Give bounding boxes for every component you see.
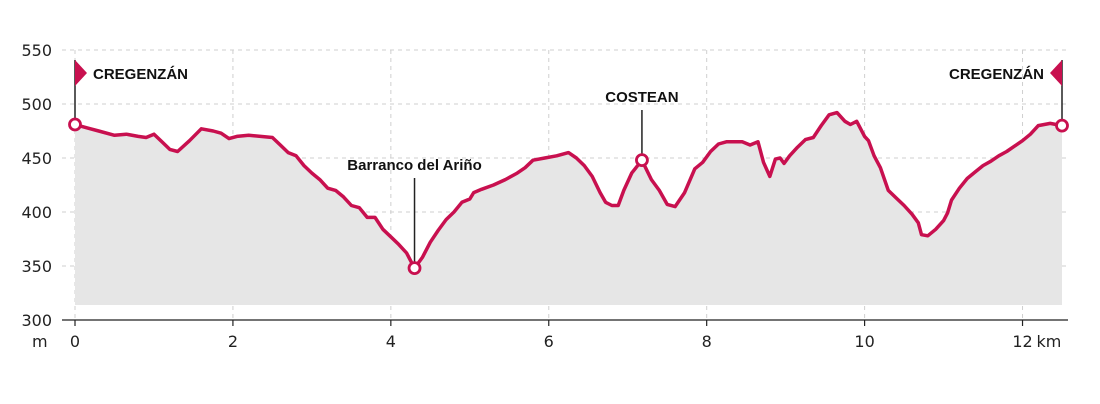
waypoint-marker <box>635 153 649 168</box>
x-tick-label: 0 <box>70 332 80 351</box>
y-tick-label: 350 <box>21 257 52 276</box>
elevation-area <box>75 112 1062 305</box>
y-unit-label: m <box>32 332 48 351</box>
waypoint-marker <box>68 117 82 132</box>
waypoint-marker <box>407 261 422 276</box>
tick-labels: 300 350 400 450 500 550 0 2 4 6 8 10 12 <box>21 41 1032 351</box>
waypoint-marker <box>1055 118 1069 133</box>
axes: m km <box>32 319 1068 351</box>
waypoint-label: CREGENZÁN <box>949 66 1044 83</box>
x-tick-label: 4 <box>386 332 396 351</box>
flag-icon <box>75 60 87 86</box>
y-tick-label: 550 <box>21 41 52 60</box>
waypoint: COSTEAN <box>605 89 679 168</box>
waypoint: CREGENZÁN <box>949 60 1069 133</box>
y-tick-label: 450 <box>21 149 52 168</box>
waypoint-label: COSTEAN <box>605 89 678 106</box>
x-tick-label: 12 <box>1012 332 1032 351</box>
waypoint: CREGENZÁN <box>68 60 188 132</box>
x-tick-label: 8 <box>702 332 712 351</box>
waypoint-label: Barranco del Ariño <box>347 157 481 174</box>
y-tick-label: 300 <box>21 311 52 330</box>
y-tick-label: 400 <box>21 203 52 222</box>
x-unit-label: km <box>1037 332 1062 351</box>
x-tick-label: 2 <box>228 332 238 351</box>
y-tick-label: 500 <box>21 95 52 114</box>
x-tick-label: 6 <box>544 332 554 351</box>
waypoints: CREGENZÁN Barranco del Ariño COSTEAN CREGEN… <box>68 60 1069 276</box>
waypoint: Barranco del Ariño <box>347 157 482 276</box>
waypoint-label: CREGENZÁN <box>93 66 188 83</box>
x-tick-label: 10 <box>854 332 874 351</box>
elevation-line <box>73 110 1064 270</box>
flag-icon <box>1050 60 1062 86</box>
